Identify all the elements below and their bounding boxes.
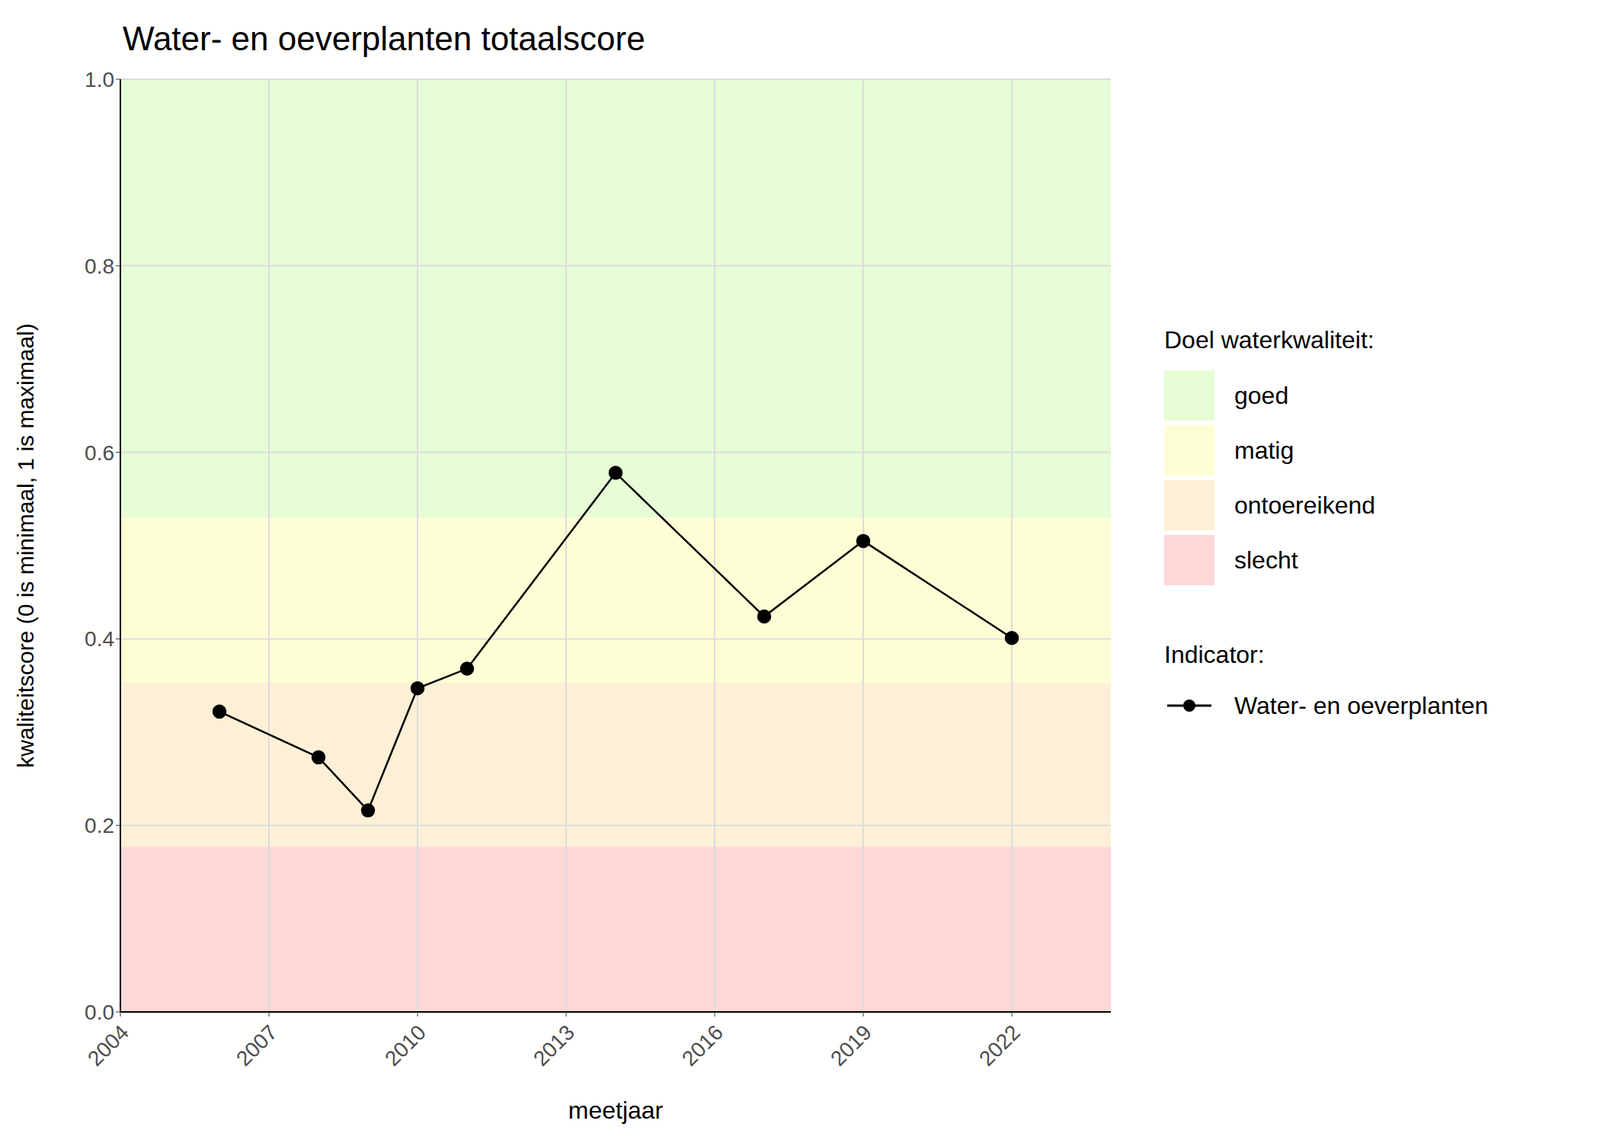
html-text:Indicator:: Indicator:: [1164, 640, 1265, 669]
svg-text:2019: 2019: [825, 1020, 877, 1071]
html-text:Water- en oeverplanten: Water- en oeverplanten: [1234, 691, 1489, 719]
svg-text:0.2: 0.2: [84, 813, 115, 838]
svg-text:meetjaar: meetjaar: [568, 1096, 664, 1124]
svg-text:0.8: 0.8: [84, 254, 115, 279]
html-text:slecht: slecht: [1234, 545, 1298, 574]
svg-text:0.6: 0.6: [84, 441, 115, 465]
html-text:Water- en oeverplanten totaals: Water- en oeverplanten totaalscore: [122, 19, 646, 58]
svg-text:2004: 2004: [83, 1020, 134, 1071]
html-text:Doel waterkwaliteit:: Doel waterkwaliteit:: [1164, 326, 1375, 354]
svg-text:0.4: 0.4: [84, 627, 115, 651]
svg-text:2016: 2016: [677, 1020, 728, 1071]
html-text:matig: matig: [1234, 436, 1294, 464]
html-text:goed: goed: [1234, 381, 1289, 409]
svg-text:0.0: 0.0: [84, 1000, 115, 1024]
svg-text:2013: 2013: [528, 1020, 580, 1071]
svg-text:1.0: 1.0: [84, 67, 115, 92]
svg-text:2010: 2010: [380, 1020, 431, 1071]
svg-text:2007: 2007: [231, 1020, 282, 1071]
html-text:ontoereikend: ontoereikend: [1234, 491, 1376, 519]
svg-text:2022: 2022: [974, 1020, 1025, 1071]
svg-text:kwaliteitscore (0 is minimaal,: kwaliteitscore (0 is minimaal, 1 is maxi…: [12, 323, 39, 768]
